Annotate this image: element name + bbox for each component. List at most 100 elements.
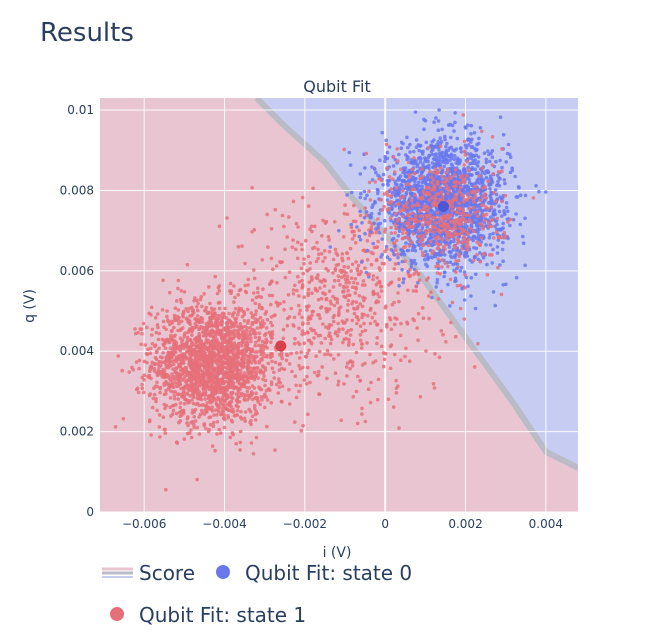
scatter-point [383,351,388,356]
scatter-point [407,244,412,248]
scatter-point [439,151,444,155]
scatter-point [500,214,504,218]
scatter-point [159,372,163,376]
scatter-point [377,177,381,181]
scatter-point [256,376,261,380]
scatter-point [424,349,428,353]
scatter-point [391,405,396,409]
scatter-point [323,336,328,341]
scatter-point [345,212,350,216]
scatter-point [205,385,210,390]
scatter-point [500,227,504,231]
scatter-point [293,420,297,424]
scatter-point [233,385,237,390]
scatter-point [411,289,416,293]
scatter-point [366,387,371,392]
scatter-point [188,314,192,318]
scatter-point [410,167,415,172]
scatter-point [436,181,440,186]
scatter-point [204,380,209,385]
scatter-point [172,403,176,408]
scatter-point [161,367,165,372]
scatter-point [465,159,469,164]
scatter-point [380,252,384,257]
scatter-point [296,274,300,279]
scatter-point [227,311,231,316]
scatter-point [444,144,448,149]
scatter-point [154,399,158,404]
scatter-point [263,366,268,370]
scatter-point [412,183,417,188]
scatter-point [490,155,495,159]
scatter-point [204,305,208,310]
scatter-point [269,315,274,319]
scatter-point [272,370,276,375]
scatter-point [379,328,383,333]
scatter-point [416,338,420,343]
scatter-point [168,364,172,368]
scatter-point [207,285,211,289]
scatter-point [495,216,500,221]
scatter-point [465,138,470,142]
scatter-point [343,203,347,207]
scatter-point [323,292,328,297]
scatter-point [195,298,199,303]
scatter-point [203,331,208,336]
scatter-point [300,247,304,252]
scatter-point [137,358,142,363]
scatter-point [416,189,421,194]
scatter-point [299,242,304,247]
scatter-point [277,379,281,384]
scatter-point [179,289,184,293]
scatter-point [248,330,252,334]
scatter-point [362,189,367,194]
scatter-point [400,259,405,264]
scatter-point [300,315,304,320]
scatter-point [248,352,253,356]
scatter-point [152,386,156,391]
scatter-point [336,379,341,384]
scatter-point [312,336,316,340]
scatter-point [231,432,235,437]
scatter-point [227,367,231,371]
scatter-point [155,408,159,413]
scatter-point [224,332,228,337]
scatter-point [399,146,404,150]
scatter-point [342,235,346,239]
scatter-point [413,217,417,222]
scatter-point [162,383,167,387]
scatter-point [241,336,245,341]
scatter-point [177,410,182,415]
scatter-point [460,230,465,234]
scatter-point [325,376,329,381]
scatter-point [394,186,399,190]
scatter-point [226,340,230,344]
scatter-point [287,270,292,275]
scatter-point [385,166,389,170]
scatter-point [170,372,174,376]
scatter-point [426,243,431,248]
scatter-point [203,350,207,355]
scatter-point [321,218,325,223]
scatter-point [446,264,450,269]
scatter-point [238,429,243,434]
scatter-point [297,364,301,368]
scatter-point [264,341,269,345]
scatter-point [355,269,360,273]
scatter-point [388,257,392,262]
scatter-point [223,379,228,384]
scatter-point [178,382,182,386]
scatter-point [379,344,384,349]
scatter-point [315,373,320,378]
scatter-point [369,380,373,385]
scatter-point [449,176,454,180]
scatter-point [171,408,176,413]
scatter-point [347,150,352,155]
scatter-point [413,110,418,114]
scatter-point [414,138,419,142]
scatter-point [250,185,254,190]
scatter-point [376,377,381,382]
scatter-point [282,308,286,312]
scatter-point [521,241,526,245]
scatter-point [480,166,485,171]
